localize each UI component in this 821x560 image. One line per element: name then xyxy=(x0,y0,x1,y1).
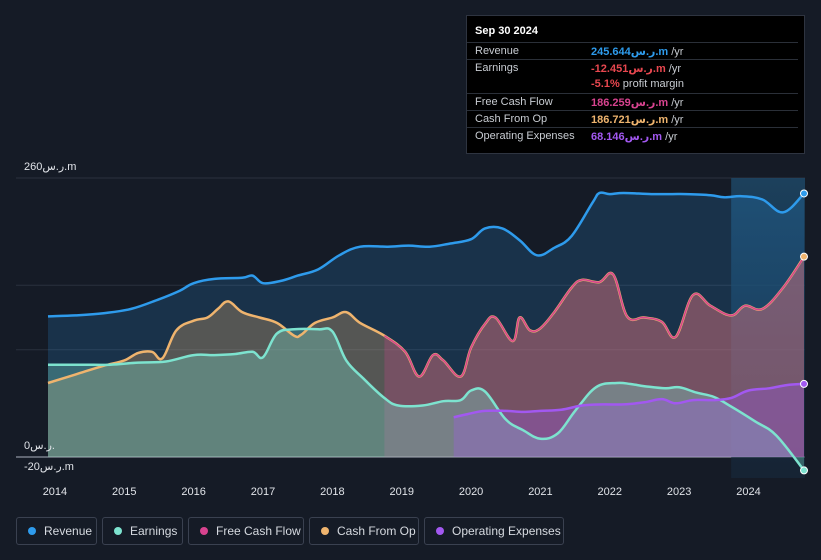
x-tick-label: 2014 xyxy=(43,486,67,498)
legend-dot xyxy=(321,527,329,535)
endpoint-cash-from-op xyxy=(800,252,808,261)
tooltip-label: Cash From Op xyxy=(475,113,548,125)
y-axis-label-bottom: -20ر.س.m xyxy=(24,461,74,473)
tooltip-suffix: profit margin xyxy=(619,78,684,90)
tooltip-label: Free Cash Flow xyxy=(475,96,553,108)
tooltip-row-revenue: Revenue 245.644ر.س.m /yr xyxy=(467,42,798,60)
endpoint-revenue xyxy=(800,189,808,198)
tooltip-value: 68.146ر.س.m xyxy=(591,131,663,143)
legend-item-operating-expenses[interactable]: Operating Expenses xyxy=(424,517,564,545)
tooltip-value: 186.721ر.س.m xyxy=(591,114,669,126)
line-earnings xyxy=(47,327,805,472)
tooltip-label: Revenue xyxy=(475,45,520,57)
legend-dot xyxy=(28,527,36,535)
legend-label: Earnings xyxy=(130,524,178,538)
legend-label: Cash From Op xyxy=(337,524,416,538)
area-earnings xyxy=(48,328,804,471)
legend-item-cash-from-op[interactable]: Cash From Op xyxy=(309,517,419,545)
tooltip-label: Operating Expenses xyxy=(475,130,575,142)
x-tick-label: 2024 xyxy=(736,486,760,498)
tooltip-value: -5.1% xyxy=(591,78,620,90)
area-cash-from-op xyxy=(48,256,804,457)
series-areas xyxy=(48,192,804,471)
x-tick-label: 2021 xyxy=(528,486,552,498)
tooltip-date: Sep 30 2024 xyxy=(475,25,538,37)
legend-label: Revenue xyxy=(44,524,93,538)
x-tick-label: 2017 xyxy=(251,486,275,498)
area-free-cash-flow xyxy=(384,257,804,457)
tooltip-value: -12.451ر.س.m xyxy=(591,63,666,75)
legend-item-revenue[interactable]: Revenue xyxy=(16,517,97,545)
x-tick-label: 2018 xyxy=(320,486,344,498)
endpoint-earnings xyxy=(800,466,808,475)
tooltip-label: Earnings xyxy=(475,62,519,74)
legend-dot xyxy=(200,527,208,535)
x-tick-label: 2020 xyxy=(459,486,483,498)
tooltip-suffix: /yr xyxy=(668,114,684,126)
tooltip-suffix: /yr xyxy=(662,131,678,143)
tooltip-panel: Sep 30 2024 Revenue 245.644ر.س.m /yr Ear… xyxy=(466,15,805,154)
y-axis-label-zero: 0ر.س. xyxy=(24,440,55,452)
tooltip-row-profit-margin: -5.1% profit margin xyxy=(467,76,798,93)
line-operating-expenses xyxy=(453,382,805,419)
tooltip-row-earnings: Earnings -12.451ر.س.m /yr xyxy=(467,59,798,77)
legend-label: Free Cash Flow xyxy=(216,524,301,538)
x-tick-label: 2022 xyxy=(598,486,622,498)
tooltip-row-operating-expenses: Operating Expenses 68.146ر.س.m /yr xyxy=(467,127,798,145)
line-revenue xyxy=(47,191,805,318)
tooltip-row-free-cash-flow: Free Cash Flow 186.259ر.س.m /yr xyxy=(467,93,798,111)
series-lines xyxy=(47,191,806,472)
grid-lines xyxy=(16,177,805,458)
area-revenue xyxy=(48,192,804,457)
series-endpoints xyxy=(800,189,808,475)
legend-dot xyxy=(114,527,122,535)
tooltip-value: 245.644ر.س.m xyxy=(591,46,669,58)
x-tick-label: 2023 xyxy=(667,486,691,498)
legend-item-earnings[interactable]: Earnings xyxy=(102,517,183,545)
tooltip-suffix: /yr xyxy=(668,97,684,109)
legend-dot xyxy=(436,527,444,535)
tooltip-row-cash-from-op: Cash From Op 186.721ر.س.m /yr xyxy=(467,110,798,128)
endpoint-operating-expenses xyxy=(800,379,808,388)
tooltip-suffix: /yr xyxy=(668,46,684,58)
tooltip-value: 186.259ر.س.m xyxy=(591,97,669,109)
x-tick-label: 2019 xyxy=(389,486,413,498)
x-axis-ticks: 2014 2015 2016 2017 2018 2019 2020 2021 2022 2023… xyxy=(43,486,761,498)
legend-item-free-cash-flow[interactable]: Free Cash Flow xyxy=(188,517,304,545)
x-tick-label: 2015 xyxy=(112,486,136,498)
legend-label: Operating Expenses xyxy=(452,524,561,538)
tooltip-suffix: /yr xyxy=(665,63,682,75)
x-tick-label: 2016 xyxy=(181,486,205,498)
y-axis-label-top: 260ر.س.m xyxy=(24,161,76,173)
line-free-cash-flow xyxy=(383,256,805,378)
